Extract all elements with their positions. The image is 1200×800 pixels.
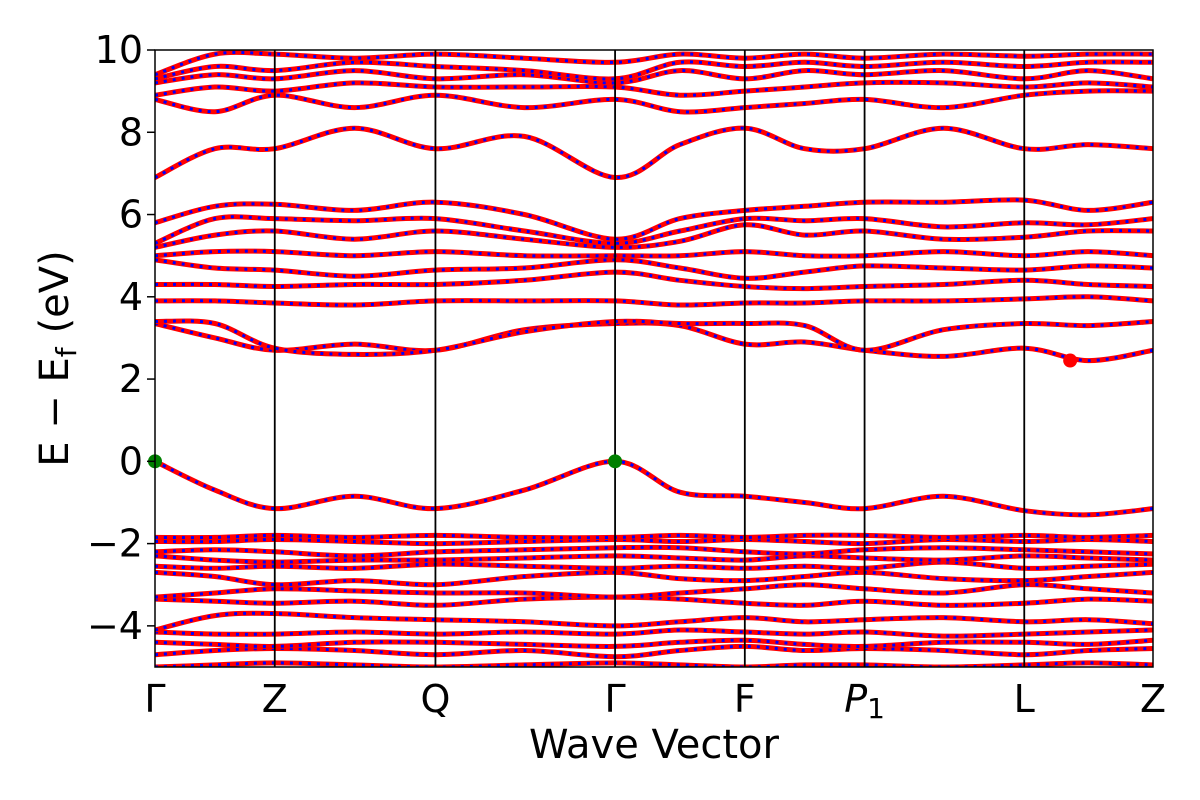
band-16-dotted-line xyxy=(155,295,1153,307)
band-5-dotted-line xyxy=(155,595,1153,607)
band-4-line xyxy=(155,610,1153,633)
band-6-line xyxy=(155,582,1153,600)
band-21-dotted-line xyxy=(155,215,1153,245)
y-axis-label: E − Ef (eV) xyxy=(32,250,83,467)
x-tick-label-7: Z xyxy=(1140,677,1166,721)
y-tick-label-3: 2 xyxy=(119,357,143,401)
band-26-line xyxy=(155,68,1153,86)
band-13-dotted-line xyxy=(155,459,1153,517)
x-tick-label-1: Z xyxy=(262,677,288,721)
band-13-line xyxy=(155,458,1153,518)
y-axis-label-unit: (eV) xyxy=(32,250,78,333)
marker-1 xyxy=(608,454,623,469)
band-20-dotted-line xyxy=(155,223,1153,249)
y-tick-label-6: 8 xyxy=(119,110,143,154)
x-tick-label-6: L xyxy=(1014,677,1035,721)
y-tick-label-1: −2 xyxy=(87,522,143,566)
band-22-dotted-line xyxy=(155,198,1153,241)
y-axis-label-main: E − E xyxy=(32,357,78,467)
band-2-dotted-line xyxy=(155,638,1153,648)
x-axis-label: Wave Vector xyxy=(529,722,780,768)
band-7-dotted-line xyxy=(155,570,1153,587)
band-18-dotted-line xyxy=(155,258,1153,280)
band-5-line xyxy=(155,594,1153,608)
y-axis-label-subscript: f xyxy=(50,346,83,357)
band-17-line xyxy=(155,269,1153,292)
y-tick-label-2: 0 xyxy=(119,439,143,483)
band-0-dotted-line xyxy=(155,661,1153,667)
kpoint-lines xyxy=(273,50,1026,667)
y-tick-label-5: 6 xyxy=(119,193,143,237)
band-9-line xyxy=(155,553,1153,565)
x-tick-label-5: P1 xyxy=(844,677,885,725)
x-tick-label-0: Γ xyxy=(144,677,165,721)
band-1-line xyxy=(155,643,1153,660)
x-tick-label-2: Q xyxy=(420,677,450,721)
x-axis-ticks: Γ Z Q Γ F P1 L Z xyxy=(144,677,1166,725)
band-19-line xyxy=(155,248,1153,259)
y-tick-label-4: 4 xyxy=(119,275,143,319)
band-7-line xyxy=(155,569,1153,588)
x-tick-label-3: Γ xyxy=(604,677,625,721)
band-12-dotted-line xyxy=(155,533,1153,540)
x-tick-label-5-main: P xyxy=(844,677,867,721)
band-28-dotted-line xyxy=(155,50,1153,77)
band-25-line xyxy=(155,79,1153,98)
band-27-line xyxy=(155,59,1153,82)
marker-2 xyxy=(1063,353,1078,368)
bands-layer xyxy=(155,50,1153,667)
y-axis-ticks: −4 −2 0 2 4 6 8 10 xyxy=(87,28,155,648)
x-tick-label-5-subscript: 1 xyxy=(867,692,885,725)
x-tick-label-4: F xyxy=(734,677,756,721)
band-14-line xyxy=(155,320,1153,364)
band-15-dotted-line xyxy=(155,319,1153,356)
y-tick-label-7: 10 xyxy=(95,28,143,72)
band-11-dotted-line xyxy=(155,537,1153,546)
band-23-dotted-line xyxy=(155,126,1153,180)
plot-frame xyxy=(154,49,1154,668)
band-23-line xyxy=(155,125,1153,181)
band-14-dotted-line xyxy=(155,321,1153,363)
band-10-dotted-line xyxy=(155,545,1153,558)
y-tick-label-0: −4 xyxy=(87,604,143,648)
band-24-dotted-line xyxy=(155,89,1153,114)
band-8-line xyxy=(155,559,1153,571)
band-3-dotted-line xyxy=(155,628,1153,638)
extrema-markers xyxy=(148,353,1078,469)
